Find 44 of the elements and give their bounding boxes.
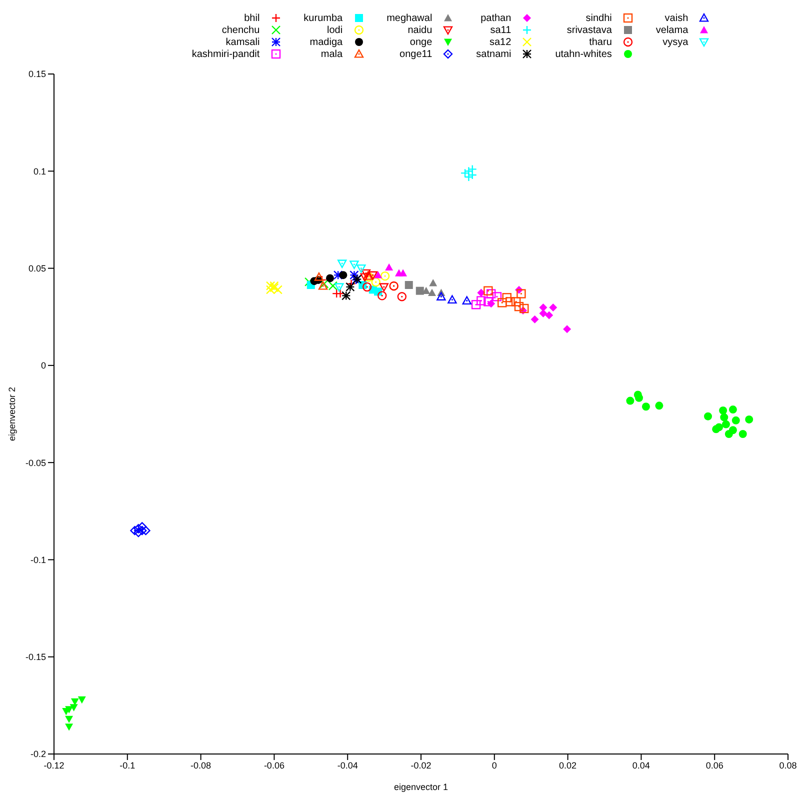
legend-label: sindhi [586, 12, 612, 24]
legend-label: vaish [664, 12, 688, 24]
x-tick-label: 0.08 [779, 760, 797, 770]
y-tick-label: 0.05 [28, 263, 46, 274]
legend-label: kashmiri-pandit [192, 48, 260, 60]
legend-label: vysya [662, 36, 688, 48]
y-tick-label: 0.1 [33, 166, 46, 176]
x-tick-label: -0.08 [190, 760, 212, 770]
x-tick-label: -0.04 [337, 760, 358, 770]
legend-label: satnami [476, 48, 512, 60]
legend-label: chenchu [222, 24, 260, 36]
legend-label: velama [656, 24, 688, 36]
x-tick-label: 0.02 [559, 760, 577, 770]
legend-label: sa12 [490, 36, 512, 48]
legend-label: meghawal [386, 12, 432, 24]
x-tick-label: 0.06 [706, 760, 724, 770]
legend-label: pathan [480, 12, 512, 24]
legend-label: onge [410, 36, 432, 48]
y-tick-label: -0.2 [30, 749, 46, 760]
legend-label: sa11 [490, 24, 512, 36]
legend-label: kamsali [226, 36, 260, 48]
y-tick-label: -0.15 [25, 652, 46, 662]
y-tick-label: -0.1 [30, 554, 46, 565]
x-axis-title: eigenvector 1 [394, 782, 448, 792]
y-tick-label: -0.05 [25, 458, 46, 468]
legend-label: kurumba [304, 12, 343, 24]
legend-label: naidu [408, 24, 432, 36]
legend-label: madiga [310, 36, 343, 48]
x-tick-label: 0 [492, 760, 497, 770]
y-tick-label: 0.15 [28, 69, 46, 80]
x-tick-label: -0.1 [120, 760, 136, 770]
x-tick-label: -0.02 [410, 760, 432, 770]
x-tick-label: -0.12 [44, 760, 64, 770]
y-axis-title: eigenvector 2 [7, 386, 18, 442]
legend-label: srivastava [566, 24, 612, 36]
legend-label: tharu [589, 36, 612, 48]
x-tick-label: -0.06 [264, 760, 284, 770]
legend-label: bhil [244, 12, 260, 24]
legend-label: lodi [327, 24, 343, 36]
legend-label: onge11 [400, 48, 432, 60]
legend-label: mala [320, 48, 343, 60]
x-tick-label: 0.04 [632, 760, 650, 770]
legend-label: utahn-whites [555, 48, 612, 60]
y-tick-label: 0 [40, 360, 46, 371]
